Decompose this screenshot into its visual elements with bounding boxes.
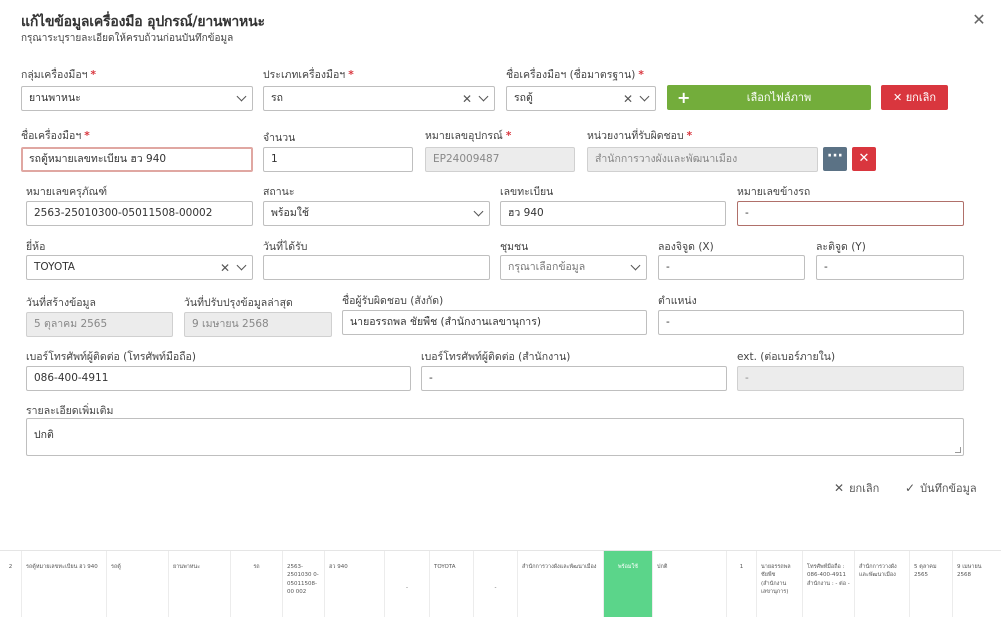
cell-qty: 1 xyxy=(727,551,757,617)
community-select[interactable]: กรุณาเลือกข้อมูล xyxy=(500,255,647,280)
cell-owner: นายอรรถพล ชัยพืช (สำนักงานเลขานุการ) xyxy=(757,551,803,617)
std-name-label: ชื่อเครื่องมือฯ (ชื่อมาตรฐาน) * xyxy=(506,69,644,81)
lon-label: ลองจิจูด (X) xyxy=(658,241,714,253)
cancel-button[interactable]: ✕ ยกเลิก xyxy=(834,481,880,495)
cell-phone: โทรศัพท์มือถือ : 086-400-4911 สำนักงาน :… xyxy=(803,551,855,617)
cell-side-no: - xyxy=(385,551,430,617)
group-label: กลุ่มเครื่องมือฯ * xyxy=(21,69,97,81)
chevron-down-icon xyxy=(630,260,641,271)
owner-label: ชื่อผู้รับผิดชอบ (สังกัด) xyxy=(342,295,444,307)
close-icon[interactable]: ✕ xyxy=(972,10,986,29)
lat-input[interactable]: - xyxy=(816,255,964,280)
std-name-select[interactable]: รถตู้ ✕ xyxy=(506,86,656,111)
received-date-input[interactable] xyxy=(263,255,490,280)
cell-type: รถ xyxy=(231,551,283,617)
cell-dash: - xyxy=(474,551,518,617)
cell-detail: ปกติ xyxy=(653,551,727,617)
side-no-label: หมายเลขข้างรถ xyxy=(737,186,811,198)
close-icon: ✕ xyxy=(834,481,845,495)
received-label: วันที่ได้รับ xyxy=(263,241,308,253)
cell-updated: 9 เมษายน 2568 xyxy=(957,564,982,579)
asset-no-label: หมายเลขครุภัณฑ์ xyxy=(26,186,108,198)
detail-label: รายละเอียดเพิ่มเติม xyxy=(26,405,114,417)
plate-input[interactable]: ฮว 940 xyxy=(500,201,726,226)
cell-asset-no: 2563-2501030 0-05011508-00 002 xyxy=(283,551,325,617)
close-icon: ✕ xyxy=(893,91,903,104)
resize-handle-icon[interactable] xyxy=(955,447,961,453)
brand-select[interactable]: TOYOTA ✕ xyxy=(26,255,253,280)
unit-label: หน่วยงานที่รับผิดชอบ * xyxy=(587,130,693,142)
clear-icon[interactable]: ✕ xyxy=(461,91,472,106)
clear-icon[interactable]: ✕ xyxy=(622,91,633,106)
office-phone-input[interactable]: - xyxy=(421,366,727,391)
updated-label: วันที่ปรับปรุงข้อมูลล่าสุด xyxy=(184,297,293,309)
mobile-label: เบอร์โทรศัพท์ผู้ติดต่อ (โทรศัพท์มือถือ) xyxy=(26,351,196,363)
ext-label: ext. (ต่อเบอร์ภายใน) xyxy=(737,351,836,363)
lon-input[interactable]: - xyxy=(658,255,805,280)
created-label: วันที่สร้างข้อมูล xyxy=(26,297,96,309)
cell-unit: สำนักการวางผังและพัฒนาเมือง xyxy=(518,551,604,617)
status-badge: พร้อมใช้ xyxy=(604,551,653,617)
device-no-input: EP24009487 xyxy=(425,147,575,172)
chevron-down-icon xyxy=(478,91,489,102)
dialog-title: แก้ไขข้อมูลเครื่องมือ อุปกรณ์/ยานพาหนะ xyxy=(21,14,265,30)
more-options-button[interactable]: ··· xyxy=(823,147,847,171)
cell-group: ยานพาหนะ xyxy=(169,551,231,617)
cell-name: รถตู้หมายเลขทะเบียน ฮว 940 xyxy=(22,551,107,617)
cell-index: 2 xyxy=(0,551,22,617)
cell-std-name: รถตู้ xyxy=(107,551,169,617)
clear-unit-button[interactable]: ✕ xyxy=(852,147,876,171)
owner-input[interactable]: นายอรรถพล ชัยพืช (สำนักงานเลขานุการ) xyxy=(342,310,647,335)
chevron-down-icon xyxy=(639,91,650,102)
detail-textarea[interactable]: ปกติ xyxy=(26,418,964,456)
status-label: สถานะ xyxy=(263,186,295,198)
cell-plate: ฮว 940 xyxy=(325,551,385,617)
plate-label: เลขทะเบียน xyxy=(500,186,554,198)
device-no-label: หมายเลขอุปกรณ์ * xyxy=(425,130,512,142)
office-phone-label: เบอร์โทรศัพท์ผู้ติดต่อ (สำนักงาน) xyxy=(421,351,571,363)
dialog-subtitle: กรุณาระบุรายละเอียดให้ครบถ้วนก่อนบันทึกข… xyxy=(21,33,234,44)
cell-unit2: สำนักการวางผังและพัฒนาเมือง xyxy=(855,551,910,617)
choose-image-button[interactable]: + เลือกไฟล์ภาพ xyxy=(667,85,871,110)
asset-no-input[interactable]: 2563-25010300-05011508-00002 xyxy=(26,201,253,226)
name-input[interactable]: รถตู้หมายเลขทะเบียน ฮว 940 xyxy=(21,147,253,172)
type-label: ประเภทเครื่องมือฯ * xyxy=(263,69,354,81)
qty-label: จำนวน xyxy=(263,132,296,144)
status-select[interactable]: พร้อมใช้ xyxy=(263,201,490,226)
chevron-down-icon xyxy=(473,206,484,217)
check-icon: ✓ xyxy=(905,481,916,495)
save-button[interactable]: ✓ บันทึกข้อมูล xyxy=(905,481,977,495)
qty-input[interactable]: 1 xyxy=(263,147,413,172)
cell-brand: TOYOTA xyxy=(430,551,474,617)
created-input: 5 ตุลาคม 2565 xyxy=(26,312,173,337)
updated-input: 9 เมษายน 2568 xyxy=(184,312,332,337)
chevron-down-icon xyxy=(236,91,247,102)
cancel-image-button[interactable]: ✕ ยกเลิก xyxy=(881,85,948,110)
unit-input: สำนักการวางผังและพัฒนาเมือง xyxy=(587,147,818,172)
table-row: 2 รถตู้หมายเลขทะเบียน ฮว 940 รถตู้ ยานพา… xyxy=(0,550,1001,617)
position-label: ตำแหน่ง xyxy=(658,295,697,307)
type-select[interactable]: รถ ✕ xyxy=(263,86,495,111)
plus-icon: + xyxy=(677,88,691,107)
name-label: ชื่อเครื่องมือฯ * xyxy=(21,130,90,142)
group-select[interactable]: ยานพาหนะ xyxy=(21,86,253,111)
brand-label: ยี่ห้อ xyxy=(26,241,46,253)
position-input[interactable]: - xyxy=(658,310,964,335)
ext-input: - xyxy=(737,366,964,391)
lat-label: ละติจูด (Y) xyxy=(816,241,866,253)
mobile-input[interactable]: 086-400-4911 xyxy=(26,366,411,391)
cell-created: 5 ตุลาคม 2565 xyxy=(910,551,953,617)
community-label: ชุมชน xyxy=(500,241,529,253)
clear-icon[interactable]: ✕ xyxy=(219,260,230,275)
chevron-down-icon xyxy=(236,260,247,271)
side-no-input[interactable]: - xyxy=(737,201,964,226)
